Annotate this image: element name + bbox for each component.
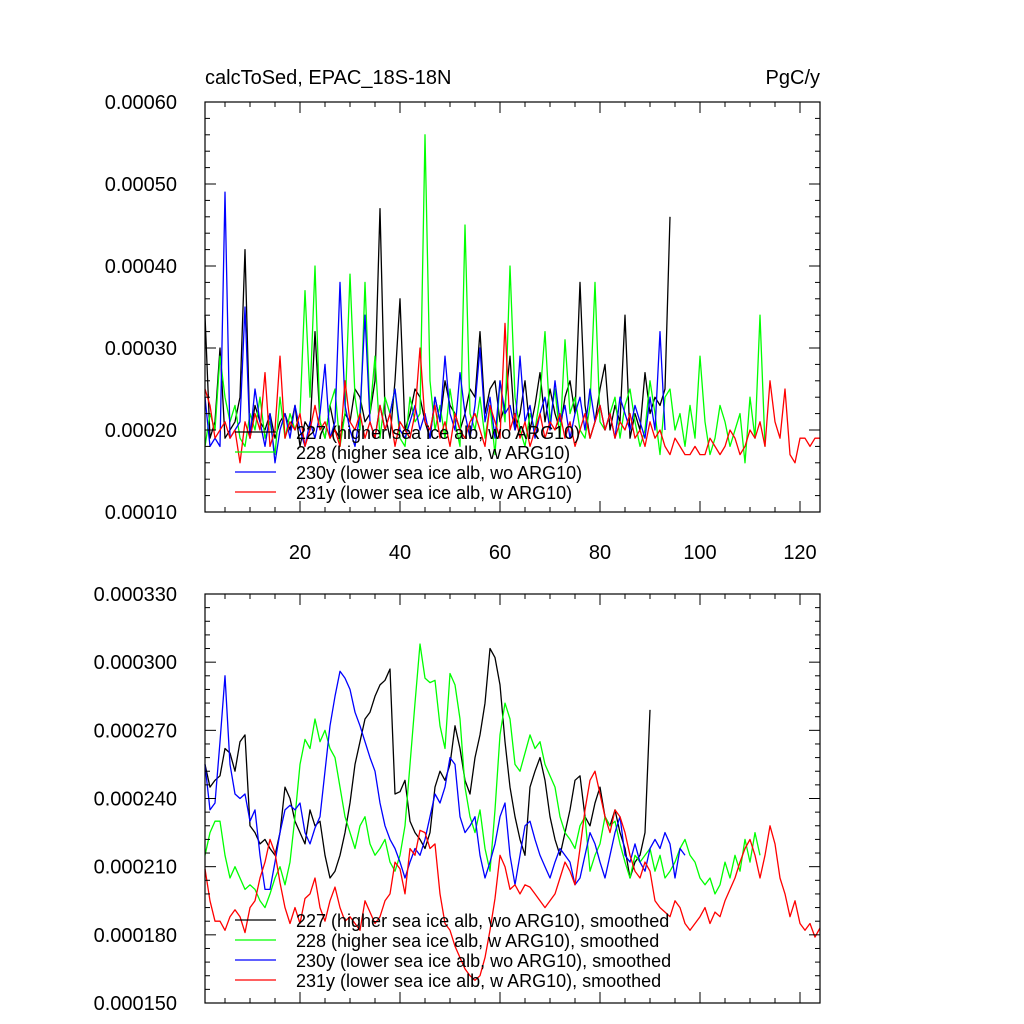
chart1-series-line-4: [204, 322, 820, 464]
chart1-y-tick-label: 0.00050: [105, 174, 177, 196]
chart2-y-tick-label: 0.000240: [94, 789, 177, 811]
chart2-y-tick-label: 0.000270: [94, 720, 177, 742]
chart1-title: calcToSed, EPAC_18S-18N: [205, 67, 451, 89]
chart2-y-tick-label: 0.000210: [94, 857, 177, 879]
chart1-units-label: PgC/y: [766, 67, 820, 89]
chart2-legend: 227 (higher sea ice alb, wo ARG10), smoo…: [235, 911, 671, 991]
chart2-panel: 0.000150 0.000180 0.000210 0.000240 0.000270…: [94, 584, 821, 1015]
chart1-x-tick-label: 20: [289, 542, 311, 564]
chart2-series-line-3: [204, 670, 686, 891]
chart1-x-tick-label: 40: [389, 542, 411, 564]
chart2-y-tick-label: 0.000330: [94, 584, 177, 606]
chart1-y-tick-label: 0.00010: [105, 502, 177, 524]
chart1-legend: 227 (higher sea ice alb, wo ARG10)228 (h…: [235, 423, 582, 503]
chart1-plot-frame: [204, 101, 821, 513]
chart2-y-tick-label: 0.000180: [94, 925, 177, 947]
chart2-legend-label-2: 228 (higher sea ice alb, w ARG10), smoot…: [296, 931, 659, 951]
chart1-y-tick-label: 0.00060: [105, 92, 177, 114]
chart1-legend-label-3: 230y (lower sea ice alb, wo ARG10): [296, 463, 582, 483]
chart1-y-tick-label: 0.00040: [105, 256, 177, 278]
chart2-y-tick-label: 0.000150: [94, 993, 177, 1015]
chart2-series-line-4: [204, 770, 821, 981]
chart2-legend-label-1: 227 (higher sea ice alb, wo ARG10), smoo…: [296, 911, 669, 931]
chart1-x-tick-label: 80: [589, 542, 611, 564]
chart1-panel: 0.00010 0.00020 0.00030 0.00040 0.00050 0.000…: [105, 67, 821, 564]
chart1-y-tick-label: 0.00030: [105, 338, 177, 360]
chart1-x-tick-label: 60: [489, 542, 511, 564]
chart1-y-tick-label: 0.00020: [105, 420, 177, 442]
chart1-legend-label-1: 227 (higher sea ice alb, wo ARG10): [296, 423, 580, 443]
chart1-x-tick-label: 100: [683, 542, 716, 564]
chart2-legend-label-3: 230y (lower sea ice alb, wo ARG10), smoo…: [296, 951, 671, 971]
chart1-legend-label-2: 228 (higher sea ice alb, w ARG10): [296, 443, 570, 463]
chart1-series-line-3: [204, 191, 666, 464]
chart1-x-tick-label: 120: [783, 542, 816, 564]
chart1-legend-label-4: 231y (lower sea ice alb, w ARG10): [296, 483, 572, 503]
chart2-y-tick-label: 0.000300: [94, 652, 177, 674]
chart2-series-line-2: [204, 643, 761, 909]
chart2-legend-label-4: 231y (lower sea ice alb, w ARG10), smoot…: [296, 971, 661, 991]
